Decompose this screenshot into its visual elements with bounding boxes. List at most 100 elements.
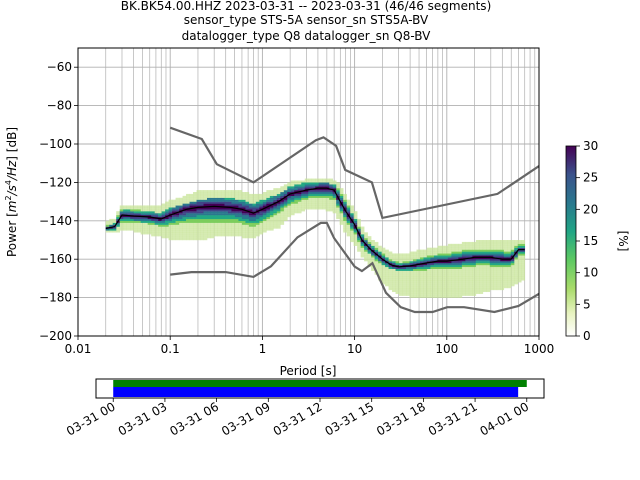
heatmap-cell [151, 213, 155, 216]
heatmap-cell [137, 207, 141, 210]
heatmap-cell [378, 245, 382, 248]
heatmap-cell [276, 201, 281, 204]
heatmap-cell [357, 226, 361, 229]
heatmap-cell [472, 251, 477, 254]
heatmap-cell [507, 243, 512, 246]
timeline-tick-label: 03-31 21 [426, 399, 480, 438]
ppsd-plot: −60−80−100−120−140−160−180−200 0.01 0.1 1 1… [4, 47, 554, 378]
heatmap-cell [412, 251, 417, 254]
heatmap-cell [290, 203, 295, 206]
heatmap-cell [224, 213, 229, 216]
heatmap-cell [517, 249, 522, 252]
heatmap-cell [437, 291, 442, 294]
heatmap-cell [493, 284, 498, 287]
heatmap-cell [364, 238, 368, 241]
heatmap-cell [165, 201, 169, 204]
heatmap-cell [402, 278, 407, 281]
heatmap-cell [378, 257, 382, 260]
heatmap-cell [227, 224, 232, 227]
heatmap-cell [486, 286, 491, 289]
heatmap-cell [311, 186, 316, 189]
heatmap-cell [158, 216, 162, 220]
heatmap-cell [322, 180, 327, 183]
heatmap-cell [500, 249, 505, 252]
heatmap-cell [357, 247, 361, 250]
heatmap-cell [426, 264, 431, 268]
heatmap-cell [294, 180, 299, 183]
heatmap-cell [252, 218, 257, 221]
heatmap-cell [182, 195, 187, 198]
heatmap-cell [451, 245, 456, 248]
heatmap-cell [200, 220, 204, 223]
heatmap-cell [332, 192, 337, 195]
heatmap-cell [287, 190, 292, 193]
heatmap-cell [175, 222, 180, 225]
heatmap-cell [486, 284, 491, 287]
heatmap-cell [339, 197, 344, 200]
heatmap-cell [259, 222, 264, 225]
heatmap-cell [231, 190, 236, 193]
heatmap-cell [161, 218, 166, 221]
heatmap-cell [227, 199, 232, 202]
heatmap-cell [336, 201, 340, 204]
heatmap-cell [493, 261, 498, 264]
ylabel-part-6: /Hz [5, 160, 19, 181]
heatmap-cell [144, 220, 148, 223]
heatmap-cell [234, 222, 239, 225]
heatmap-cell [343, 218, 347, 221]
heatmap-cell [437, 245, 442, 248]
heatmap-cell [189, 238, 194, 241]
heatmap-cell [482, 255, 487, 258]
heatmap-cell [430, 278, 435, 281]
heatmap-cell [507, 261, 512, 264]
heatmap-cell [290, 190, 295, 193]
heatmap-cell [517, 255, 522, 258]
heatmap-cell [123, 211, 128, 214]
heatmap-cell [336, 205, 340, 208]
heatmap-cell [461, 288, 466, 291]
heatmap-cell [189, 236, 194, 239]
heatmap-cell [374, 257, 379, 260]
heatmap-cell [507, 263, 512, 266]
heatmap-cell [392, 263, 396, 266]
heatmap-cell [168, 209, 173, 212]
heatmap-cell [454, 284, 459, 287]
heatmap-cell [507, 266, 512, 269]
heatmap-cell [412, 282, 417, 285]
heatmap-cell [168, 199, 173, 202]
heatmap-cell [137, 216, 141, 220]
heatmap-cell [336, 207, 340, 210]
heatmap-cell [416, 289, 421, 293]
heatmap-cell [280, 186, 285, 189]
heatmap-cell [500, 243, 505, 246]
heatmap-cell [248, 201, 253, 204]
heatmap-cell [399, 272, 403, 275]
heatmap-cell [364, 247, 368, 250]
heatmap-cell [426, 255, 431, 258]
heatmap-cell [447, 266, 452, 269]
heatmap-cell [447, 282, 452, 285]
heatmap-cell [248, 232, 253, 235]
heatmap-cell [203, 193, 208, 197]
heatmap-cell [444, 263, 449, 266]
heatmap-cell [154, 226, 159, 229]
heatmap-cell [325, 188, 330, 191]
heatmap-cell [479, 286, 484, 289]
heatmap-cell [161, 222, 166, 225]
heatmap-cell [259, 207, 264, 210]
heatmap-cell [301, 199, 306, 202]
heatmap-cell [447, 270, 452, 273]
heatmap-cell [454, 268, 459, 271]
heatmap-cell [371, 251, 375, 254]
heatmap-cell [308, 201, 313, 204]
heatmap-cell [507, 259, 512, 262]
heatmap-cell [175, 232, 180, 235]
heatmap-cell [304, 207, 309, 210]
heatmap-cell [172, 226, 176, 229]
heatmap-cell [193, 211, 197, 214]
heatmap-cell [322, 184, 327, 187]
heatmap-cell [182, 211, 187, 214]
heatmap-cell [210, 218, 215, 221]
heatmap-cell [412, 259, 417, 262]
